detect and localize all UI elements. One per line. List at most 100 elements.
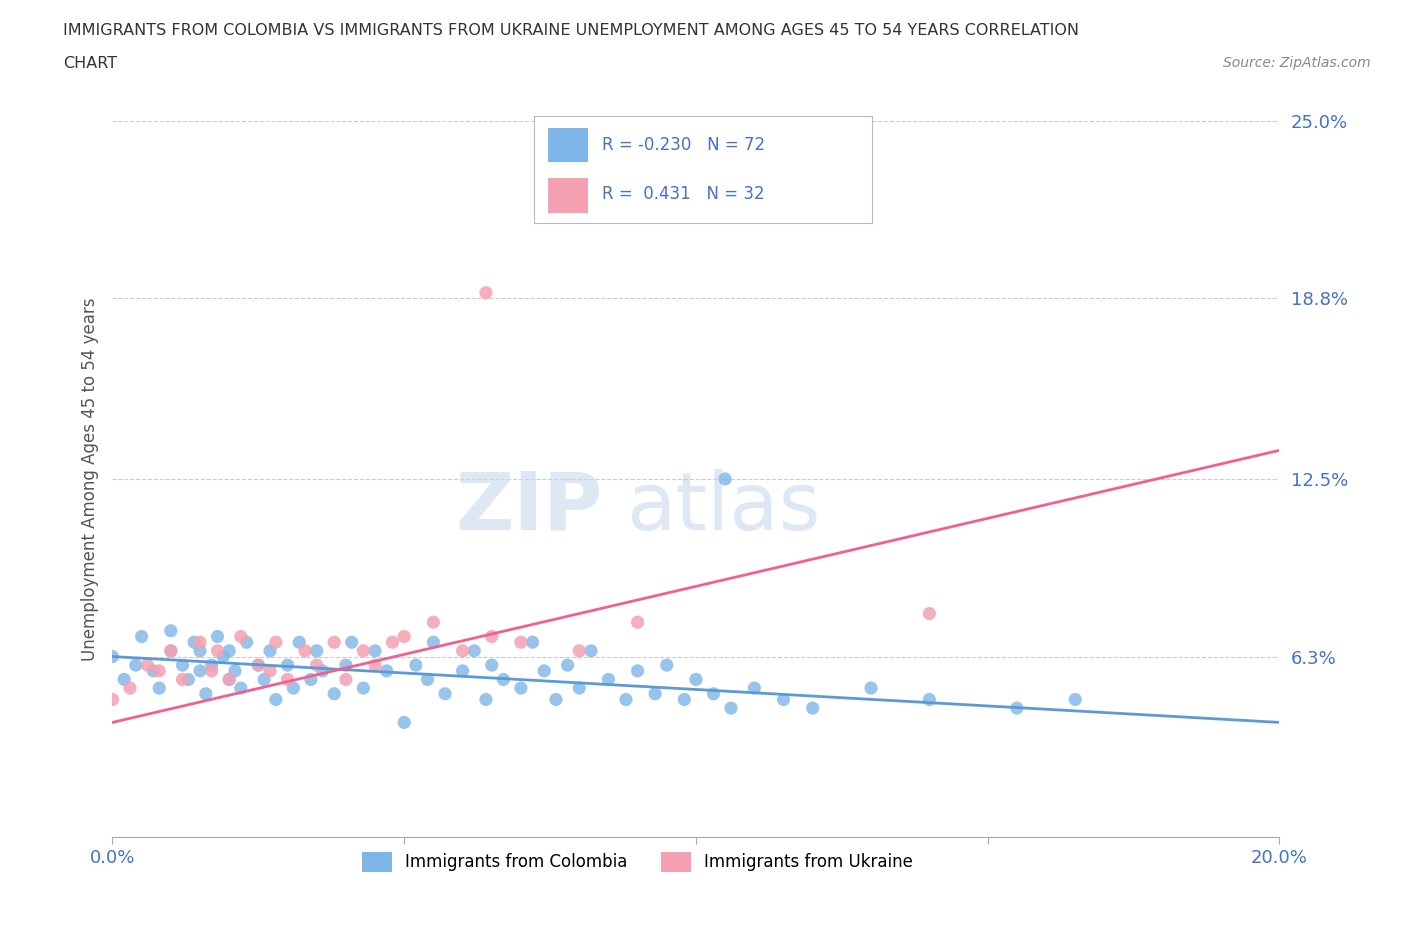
Point (160, 644, 183, 658)
Point (685, 672, 707, 687)
Point (509, 681, 531, 696)
Point (172, 658, 194, 672)
Point (183, 635, 205, 650)
Point (201, 658, 224, 672)
Point (276, 658, 298, 672)
Point (434, 686, 457, 701)
Point (1064, 692, 1087, 707)
Point (218, 672, 240, 687)
Point (207, 629, 229, 644)
Point (148, 681, 170, 696)
Point (742, 681, 765, 696)
Point (364, 658, 387, 672)
Point (481, 629, 503, 644)
Point (475, 286, 498, 300)
Point (614, 692, 637, 707)
Text: R =  0.431   N = 32: R = 0.431 N = 32 (602, 185, 765, 204)
Point (194, 686, 217, 701)
Point (714, 472, 737, 486)
Point (801, 700, 824, 715)
Point (218, 644, 240, 658)
Point (568, 644, 591, 658)
Text: atlas: atlas (626, 469, 820, 547)
Point (125, 658, 148, 672)
Point (112, 672, 135, 687)
Text: CHART: CHART (63, 56, 117, 71)
Point (253, 672, 276, 687)
Point (720, 700, 742, 715)
Point (177, 672, 200, 687)
Point (259, 644, 281, 658)
Point (160, 644, 183, 658)
Point (544, 692, 567, 707)
Point (481, 658, 503, 672)
Point (276, 672, 298, 687)
Point (305, 644, 328, 658)
Point (335, 672, 357, 687)
Text: ZIP: ZIP (456, 469, 603, 547)
Point (702, 686, 724, 701)
Point (475, 692, 498, 707)
Point (352, 681, 374, 696)
Text: Source: ZipAtlas.com: Source: ZipAtlas.com (1223, 56, 1371, 70)
Text: R = -0.230   N = 72: R = -0.230 N = 72 (602, 136, 765, 154)
Point (522, 635, 544, 650)
Legend: Immigrants from Colombia, Immigrants from Ukraine: Immigrants from Colombia, Immigrants fro… (356, 845, 920, 879)
Point (335, 658, 357, 672)
Point (160, 623, 183, 638)
Point (509, 635, 531, 650)
Point (131, 629, 153, 644)
Point (860, 681, 883, 696)
Point (224, 663, 246, 678)
Point (294, 644, 316, 658)
Point (375, 663, 398, 678)
Point (323, 686, 346, 701)
Text: IMMIGRANTS FROM COLOMBIA VS IMMIGRANTS FROM UKRAINE UNEMPLOYMENT AMONG AGES 45 T: IMMIGRANTS FROM COLOMBIA VS IMMIGRANTS F… (63, 23, 1080, 38)
Point (394, 629, 416, 644)
Point (598, 672, 620, 687)
Point (627, 615, 650, 630)
Point (568, 681, 591, 696)
Point (918, 692, 941, 707)
Point (394, 715, 416, 730)
Point (201, 663, 224, 678)
Point (311, 663, 333, 678)
FancyBboxPatch shape (548, 128, 588, 162)
Point (264, 692, 287, 707)
Point (416, 672, 439, 687)
Point (405, 658, 427, 672)
Point (229, 681, 252, 696)
Point (142, 663, 165, 678)
Point (305, 658, 328, 672)
Point (259, 663, 281, 678)
Point (229, 629, 252, 644)
Point (247, 658, 270, 672)
Point (451, 663, 474, 678)
Point (188, 644, 211, 658)
Point (264, 635, 287, 650)
Point (172, 672, 194, 687)
Point (148, 663, 170, 678)
Point (288, 635, 311, 650)
Point (340, 635, 363, 650)
Point (579, 644, 602, 658)
Point (352, 644, 374, 658)
Point (323, 635, 346, 650)
Point (118, 681, 141, 696)
Point (212, 649, 235, 664)
Point (422, 615, 444, 630)
Point (627, 199, 650, 214)
Point (655, 658, 678, 672)
Point (451, 644, 474, 658)
Point (557, 658, 579, 672)
Point (188, 663, 211, 678)
Point (283, 681, 305, 696)
Point (644, 686, 666, 701)
Point (207, 644, 229, 658)
Point (918, 606, 941, 621)
Point (673, 692, 696, 707)
FancyBboxPatch shape (548, 179, 588, 213)
Point (381, 635, 404, 650)
Point (533, 663, 555, 678)
Point (188, 635, 211, 650)
